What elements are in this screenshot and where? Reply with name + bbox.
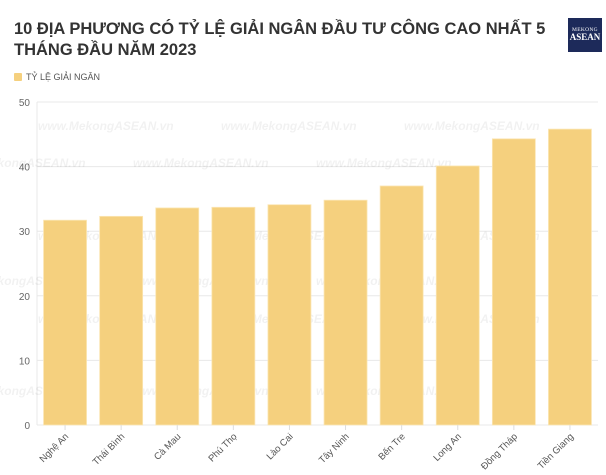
bar [99, 215, 144, 426]
x-tick-label: Bến Tre [376, 431, 407, 462]
x-tick-label: Tiền Giang [536, 431, 576, 471]
y-tick-label: 40 [19, 163, 31, 174]
x-tick-label: Thái Bình [91, 431, 128, 468]
x-tick-label: Long An [431, 431, 463, 463]
watermark: www.MekongASEAN.vn [38, 119, 174, 133]
x-tick-label: Phú Thọ [206, 431, 239, 464]
y-tick-label: 0 [24, 421, 30, 432]
bar [323, 199, 368, 426]
legend-item[interactable]: TỶ LỆ GIẢI NGÂN [14, 72, 100, 82]
bar [435, 165, 480, 426]
legend-label: TỶ LỆ GIẢI NGÂN [26, 72, 101, 82]
chart-title: 10 ĐỊA PHƯƠNG CÓ TỶ LỆ GIẢI NGÂN ĐẦU TƯ … [14, 20, 546, 59]
bar [43, 219, 87, 426]
x-tick-label: Cà Mau [152, 431, 183, 462]
watermark: www.MekongASEAN.vn [133, 156, 269, 170]
y-tick-label: 50 [19, 98, 31, 109]
bar [155, 207, 200, 426]
watermark: www.MekongASEAN.vn [404, 119, 540, 133]
x-tick-label: Đồng Tháp [479, 431, 520, 472]
watermark: www.MekongASEAN.vn [0, 156, 86, 170]
bar [267, 204, 312, 426]
bar [379, 185, 424, 426]
y-tick-label: 20 [19, 292, 31, 303]
legend-swatch [14, 73, 22, 81]
bar [211, 206, 256, 426]
y-tick-label: 10 [19, 356, 31, 367]
x-tick-label: Nghệ An [38, 431, 72, 465]
x-tick-label: Tây Ninh [317, 431, 352, 466]
mekongasean-logo: MEKONG ASEAN [568, 18, 602, 52]
bar [548, 128, 592, 426]
x-tick-label: Lào Cai [265, 431, 296, 462]
bar [491, 138, 536, 426]
y-tick-label: 30 [19, 227, 31, 238]
watermark: www.MekongASEAN.vn [316, 156, 452, 170]
watermark: www.MekongASEAN.vn [221, 119, 357, 133]
